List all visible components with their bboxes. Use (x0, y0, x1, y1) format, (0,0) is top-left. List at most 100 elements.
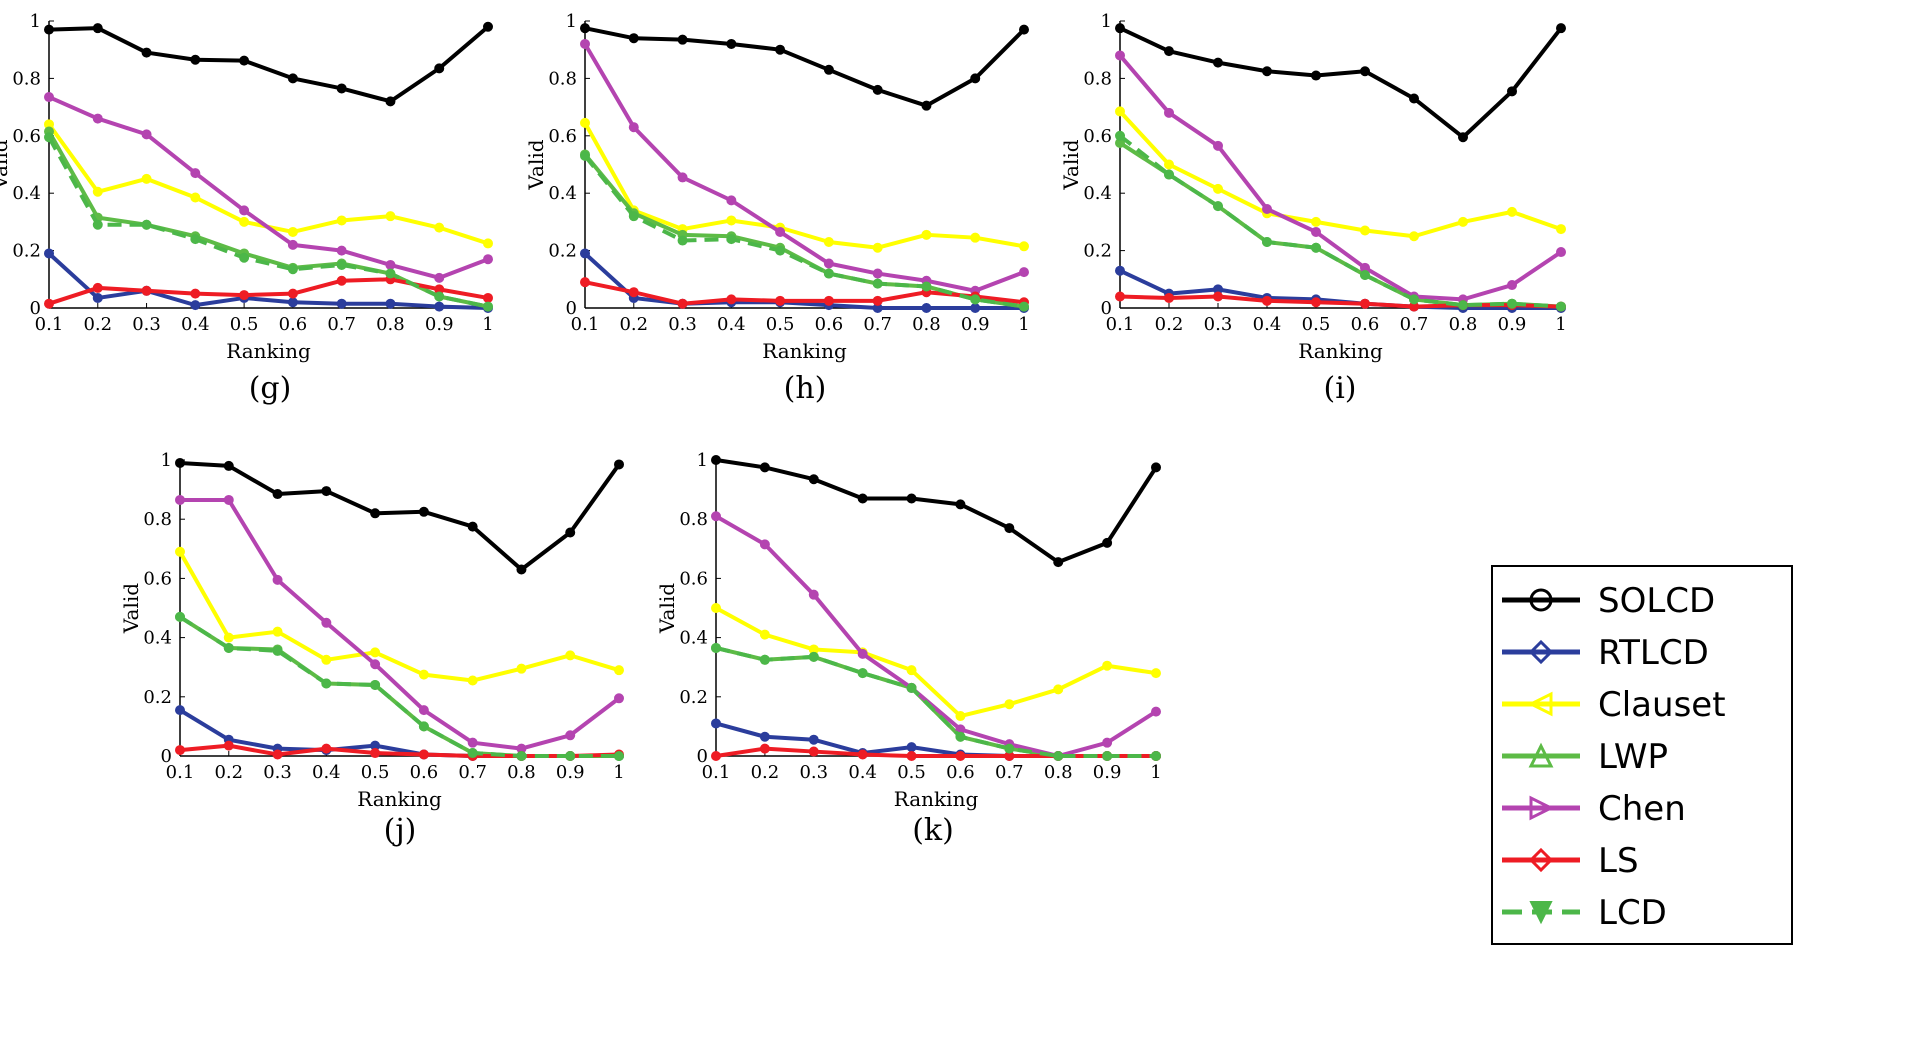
data-point-lcd (239, 252, 250, 263)
series-line-clauset (583, 121, 1025, 250)
x-tick-label: 0.6 (410, 762, 439, 783)
data-point-solcd (141, 47, 152, 58)
y-tick-label: 0.4 (548, 183, 577, 204)
data-point-clauset (921, 229, 932, 240)
data-point-lcd (921, 281, 932, 292)
data-point-solcd (1360, 66, 1370, 77)
data-point-lcd (370, 679, 381, 690)
x-tick-label: 0.3 (263, 762, 292, 783)
data-point-solcd (418, 506, 429, 517)
data-point-solcd (467, 521, 478, 532)
data-point-lcd (483, 301, 493, 312)
data-point-solcd (223, 460, 234, 471)
x-tick-label: 0.9 (1498, 314, 1527, 335)
data-point-clauset (614, 665, 624, 676)
data-point-chen (872, 268, 883, 279)
x-tick-label: 1 (1150, 762, 1161, 783)
y-tick-label: 0 (30, 298, 41, 319)
x-tick-label: 0.6 (279, 314, 308, 335)
data-point-lcd (287, 264, 298, 275)
data-point-lcd (1556, 301, 1566, 312)
data-point-ls (44, 298, 54, 309)
data-point-solcd (628, 33, 639, 44)
x-tick-label: 0.1 (35, 314, 64, 335)
data-point-solcd (370, 508, 381, 519)
data-point-solcd (44, 24, 54, 35)
data-point-solcd (1164, 46, 1174, 57)
data-point-solcd (808, 474, 819, 485)
x-tick-label: 0.7 (458, 762, 487, 783)
data-point-chen (759, 539, 770, 550)
y-axis-label: Valid (119, 583, 143, 634)
data-point-chen (483, 254, 493, 265)
data-point-solcd (175, 457, 185, 468)
data-point-clauset (1409, 231, 1419, 242)
series-line-clauset (178, 550, 620, 683)
data-point-lcd (175, 611, 185, 622)
data-point-clauset (711, 603, 721, 613)
y-tick-label: 0.6 (12, 126, 41, 147)
x-tick-label: 0.7 (995, 762, 1024, 783)
data-point-ls (775, 295, 786, 306)
x-tick-label: 0.2 (751, 762, 780, 783)
series-line-lcd (715, 646, 1156, 758)
data-point-ls (141, 285, 152, 296)
data-point-solcd (614, 459, 624, 470)
data-point-lcd (418, 721, 429, 732)
y-tick-label: 1 (30, 11, 41, 32)
data-point-ls (628, 287, 639, 298)
x-tick-label: 0.1 (166, 762, 195, 783)
data-point-solcd (1019, 24, 1029, 35)
y-tick-label: 1 (697, 450, 708, 471)
x-tick-label: 0.8 (1449, 314, 1478, 335)
data-point-clauset (970, 232, 981, 243)
data-point-clauset (1053, 684, 1064, 695)
x-tick-label: 0.8 (912, 314, 941, 335)
data-point-clauset (1458, 216, 1468, 227)
x-tick-label: 0.5 (1302, 314, 1331, 335)
y-tick-label: 0.4 (12, 183, 41, 204)
chart-panel-k: 0.1 0.2 0.3 0.4 0.5 0.6 0.7 0.8 0.9 1 0 0.2 0.4 0.6 0.… (655, 450, 1162, 848)
data-point-rtlcd (175, 705, 185, 716)
data-point-chen (467, 737, 478, 748)
legend-label-clauset: Clauset (1598, 685, 1726, 725)
data-point-lcd (1019, 301, 1029, 312)
data-point-lcd (955, 731, 966, 742)
series-line-chen (180, 497, 621, 751)
data-point-clauset (434, 222, 445, 233)
data-point-chen (1115, 50, 1125, 61)
data-point-solcd (1213, 57, 1223, 68)
chart-panel-g: 0.1 0.2 0.3 0.4 0.5 0.6 0.7 0.8 0.9 1 0 0.2 0.4 0.6 0.… (0, 11, 494, 406)
data-point-chen (44, 92, 54, 103)
x-tick-label: 0.7 (327, 314, 356, 335)
legend-label-rtlcd: RTLCD (1598, 633, 1709, 673)
data-point-ls (321, 743, 332, 754)
data-point-solcd (1311, 70, 1321, 81)
data-point-ls (370, 748, 381, 759)
data-point-chen (336, 245, 347, 256)
y-tick-label: 0.4 (143, 628, 172, 649)
data-point-ls (872, 295, 883, 306)
y-tick-label: 0 (161, 746, 172, 767)
data-point-clauset (1115, 106, 1125, 117)
legend-marker-lwp (1528, 742, 1554, 768)
data-point-ls (483, 292, 493, 303)
chart-panel-h: 0.1 0.2 0.3 0.4 0.5 0.6 0.7 0.8 0.9 1 0 0.2 0.4 0.6 0.… (524, 11, 1030, 406)
data-point-clauset (336, 215, 347, 226)
series-line-solcd (715, 458, 1158, 565)
x-tick-label: 0.1 (702, 762, 731, 783)
y-tick-label: 0.2 (1083, 241, 1112, 262)
data-point-clauset (1213, 183, 1223, 194)
data-point-ls (287, 288, 298, 299)
data-point-lcd (726, 234, 737, 245)
data-point-solcd (580, 23, 590, 34)
y-tick-label: 0.8 (1083, 68, 1112, 89)
data-point-clauset (955, 711, 966, 722)
data-point-lcd (1507, 298, 1517, 309)
data-point-ls (677, 298, 688, 309)
data-point-lcd (1213, 201, 1223, 212)
data-point-solcd (287, 73, 298, 84)
data-point-solcd (955, 499, 966, 510)
data-point-rtlcd (711, 718, 721, 729)
x-tick-label: 0.2 (1155, 314, 1184, 335)
